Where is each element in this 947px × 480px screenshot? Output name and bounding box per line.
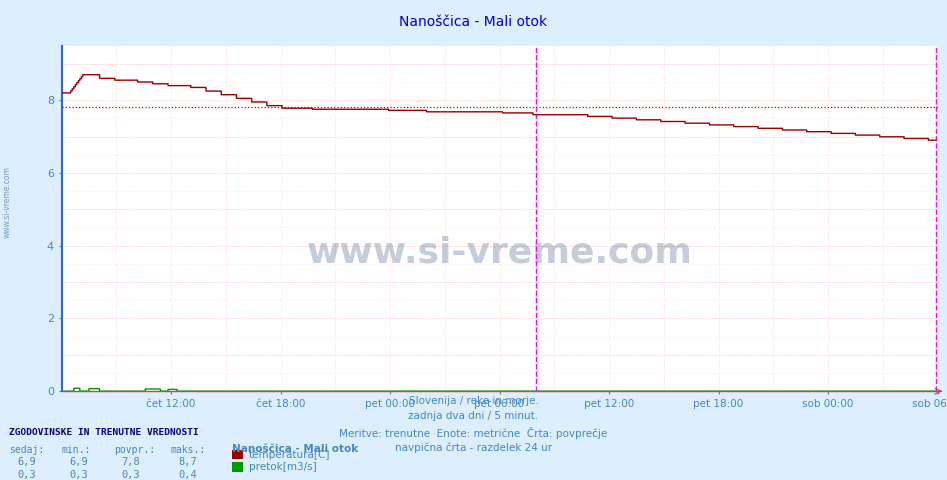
Text: povpr.:: povpr.: — [114, 445, 154, 455]
Text: Slovenija / reke in morje.: Slovenija / reke in morje. — [408, 396, 539, 406]
Text: 8,7: 8,7 — [178, 457, 197, 468]
Text: 0,3: 0,3 — [69, 470, 88, 480]
Text: www.si-vreme.com: www.si-vreme.com — [307, 236, 692, 270]
Text: temperatura[C]: temperatura[C] — [249, 450, 331, 459]
Text: 0,3: 0,3 — [17, 470, 36, 480]
Text: Nanoščica - Mali otok: Nanoščica - Mali otok — [400, 15, 547, 29]
Text: pretok[m3/s]: pretok[m3/s] — [249, 462, 317, 472]
Text: sedaj:: sedaj: — [9, 445, 45, 455]
Text: maks.:: maks.: — [170, 445, 205, 455]
Text: 6,9: 6,9 — [17, 457, 36, 468]
Text: Meritve: trenutne  Enote: metrične  Črta: povprečje: Meritve: trenutne Enote: metrične Črta: … — [339, 427, 608, 439]
Text: min.:: min.: — [62, 445, 91, 455]
Text: 7,8: 7,8 — [121, 457, 140, 468]
Text: Nanoščica - Mali otok: Nanoščica - Mali otok — [232, 444, 358, 454]
Text: ZGODOVINSKE IN TRENUTNE VREDNOSTI: ZGODOVINSKE IN TRENUTNE VREDNOSTI — [9, 428, 199, 437]
Text: 6,9: 6,9 — [69, 457, 88, 468]
Text: 0,4: 0,4 — [178, 470, 197, 480]
Text: 0,3: 0,3 — [121, 470, 140, 480]
Text: navpična črta - razdelek 24 ur: navpična črta - razdelek 24 ur — [395, 442, 552, 453]
Text: zadnja dva dni / 5 minut.: zadnja dva dni / 5 minut. — [408, 411, 539, 421]
Text: www.si-vreme.com: www.si-vreme.com — [3, 166, 12, 238]
